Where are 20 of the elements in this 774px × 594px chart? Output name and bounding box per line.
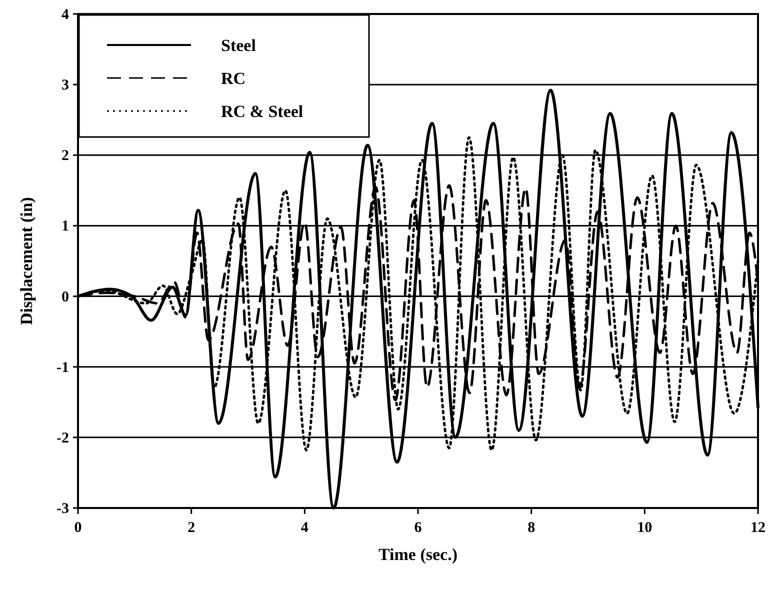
y-tick-label: 3: [62, 78, 69, 94]
y-axis-title: Displacement (in): [17, 197, 36, 325]
y-tick-label: 1: [62, 218, 69, 235]
x-tick-label: 12: [750, 520, 766, 536]
y-tick-label: 0: [62, 289, 69, 306]
legend-label: Steel: [221, 36, 256, 55]
y-tick-label: 2: [62, 148, 69, 164]
y-tick-label: -2: [56, 430, 69, 446]
legend-label: RC & Steel: [221, 102, 304, 121]
x-tick-label: 2: [188, 520, 196, 536]
y-tick-label: 4: [62, 7, 70, 23]
legend-label: RC: [221, 69, 246, 88]
x-tick-label: 6: [414, 520, 422, 536]
y-tick-label: -3: [56, 501, 69, 517]
y-tick-label: -1: [56, 360, 69, 376]
x-tick-label: 4: [300, 520, 309, 536]
x-tick-label: 10: [637, 520, 652, 536]
x-axis-title: Time (sec.): [378, 545, 458, 564]
x-tick-label: 8: [528, 520, 536, 536]
x-tick-label: 0: [74, 520, 82, 536]
